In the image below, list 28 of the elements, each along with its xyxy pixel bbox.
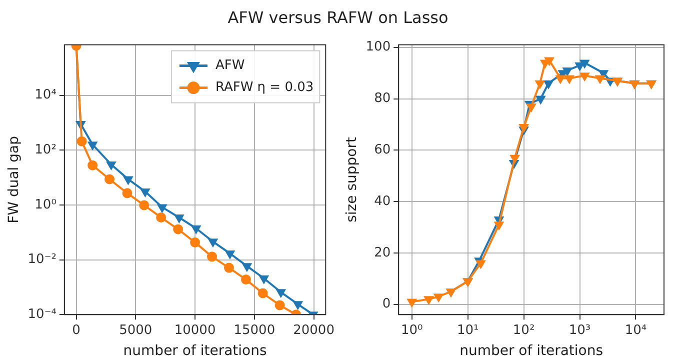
y-tick-label: 10²: [34, 142, 56, 158]
y-tick-label: 10⁻⁴: [28, 306, 56, 322]
x-tick-label: 10000: [174, 322, 216, 338]
x-tick-label: 10¹: [456, 322, 479, 338]
x-tick-label: 5000: [119, 322, 152, 338]
x-tick-label: 10⁰: [400, 322, 423, 338]
x-tick-label: 15000: [234, 322, 276, 338]
y-tick-label: 10⁰: [34, 197, 56, 212]
y-tick-label: 20: [374, 245, 391, 260]
y-tick-label: 60: [374, 142, 391, 158]
x-tick-label: 10⁴: [624, 322, 647, 338]
y-tick-label: 40: [374, 194, 391, 209]
chart-title: AFW versus RAFW on Lasso: [226, 8, 450, 27]
x-axis-title: number of iterations: [123, 343, 267, 360]
x-tick-label: 20000: [293, 322, 334, 338]
y-tick-label: 0: [382, 296, 391, 312]
y-tick-label: 100: [366, 40, 391, 55]
legend-label: AFW: [215, 58, 245, 74]
x-tick-label: 10²: [512, 322, 535, 338]
y-tick-label: 10⁴: [34, 88, 56, 103]
y-tick-label: 10⁻²: [28, 252, 56, 268]
y-tick-label: 80: [374, 91, 391, 106]
x-axis-title: number of iterations: [460, 343, 604, 360]
y-axis-title: size support: [344, 136, 360, 222]
y-axis-title: FW dual gap: [6, 136, 22, 224]
legend-label: RAFW η = 0.03: [215, 80, 314, 96]
x-tick-label: 0: [72, 322, 80, 338]
x-tick-label: 10³: [568, 322, 591, 338]
